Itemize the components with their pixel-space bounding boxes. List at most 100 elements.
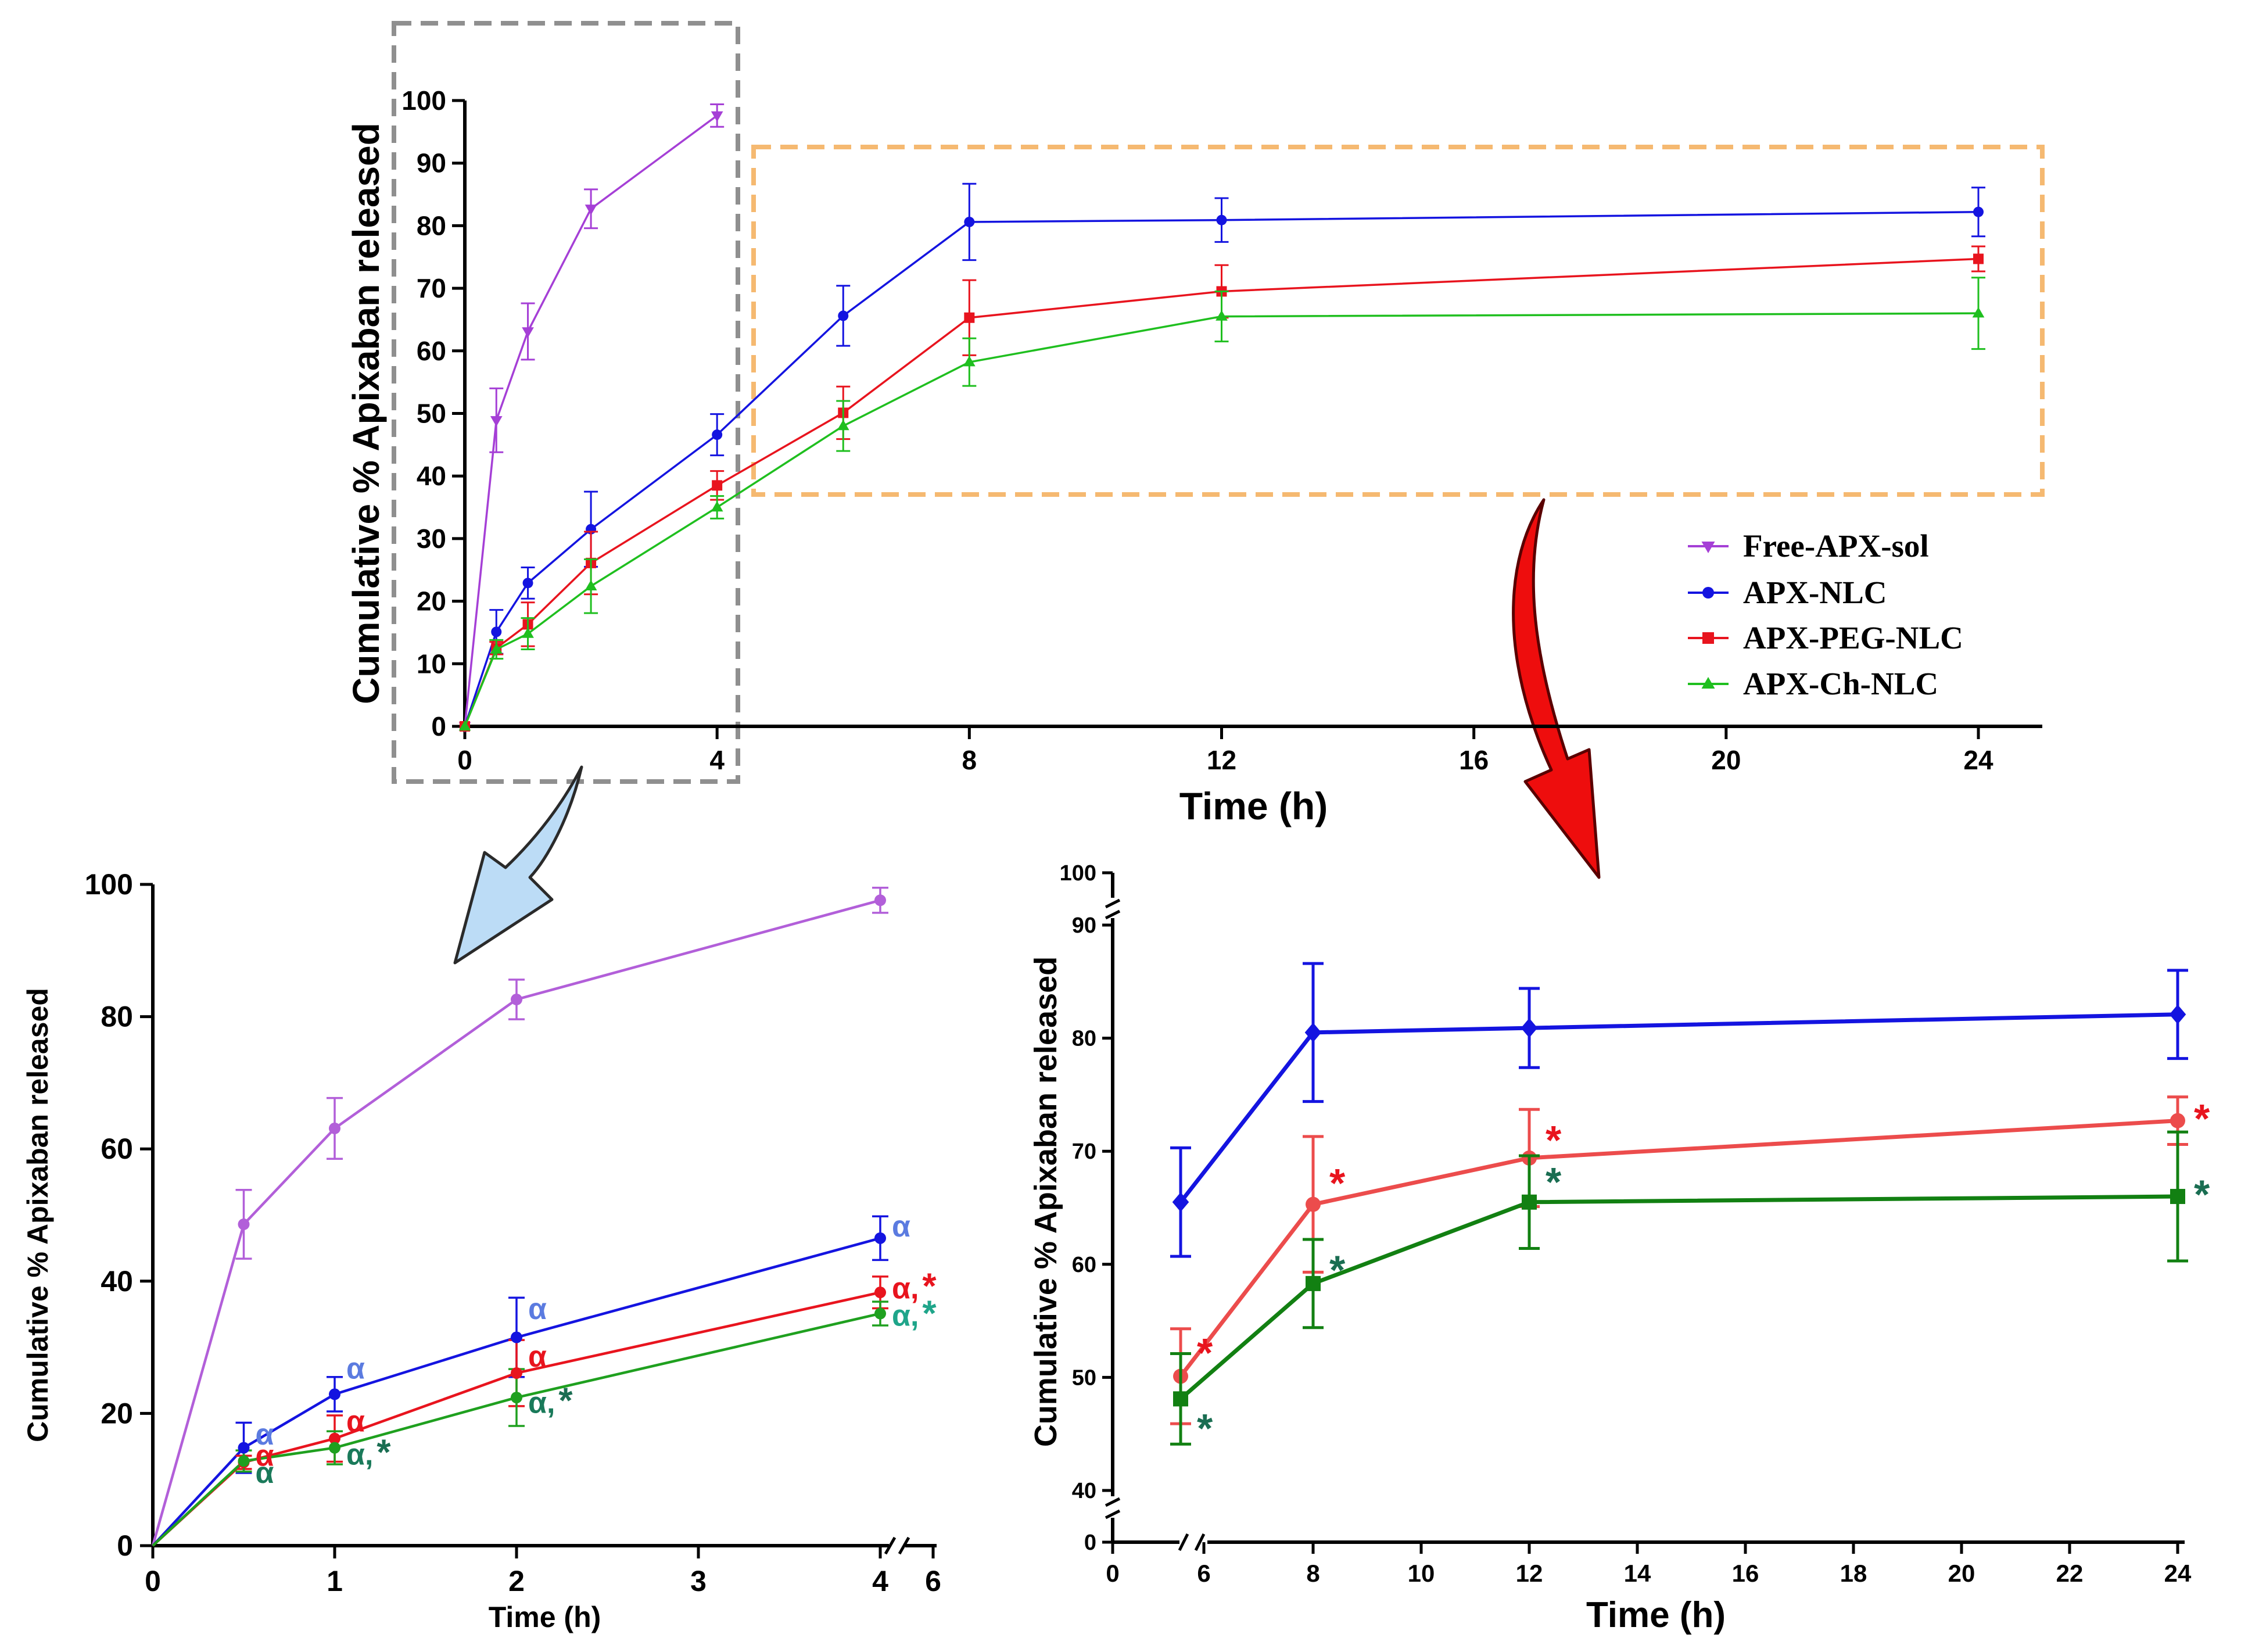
main-apx-peg-nlc-point (712, 480, 723, 491)
zoom-box-late (751, 145, 2045, 497)
main-x-tick-label: 16 (1459, 745, 1489, 775)
right-significance-star: * (1329, 1160, 1346, 1206)
right-apx-ch-nlc-point (1522, 1194, 1537, 1210)
left-apx-nlc-point (511, 1331, 522, 1343)
main-apx-nlc-point (1216, 214, 1227, 225)
right-apx-peg-nlc-point (1306, 1196, 1321, 1212)
main-y-tick-label: 90 (417, 148, 446, 178)
right-x-tick-label: 18 (1840, 1560, 1867, 1587)
main-free-apx-sol-point (711, 111, 723, 122)
left-significance-label: α (256, 1418, 274, 1452)
alpha-mark: α (256, 1456, 274, 1490)
left-apx-peg-nlc-point (511, 1367, 522, 1379)
left-free-apx-sol-point (874, 894, 886, 906)
left-apx-peg-nlc-point (874, 1287, 886, 1299)
main-free-apx-sol-point (585, 205, 597, 216)
left-x-tick-label: 4 (872, 1565, 888, 1597)
right-x-axis-title: Time (h) (1586, 1595, 1726, 1635)
right-apx-ch-nlc-point (2170, 1189, 2185, 1205)
left-x-tick-label: 0 (145, 1565, 161, 1597)
left-significance-label: α,* (346, 1432, 391, 1472)
right-apx-peg-nlc-line (1179, 1119, 2178, 1378)
left-significance-label: α (256, 1439, 274, 1473)
left-apx-peg-nlc-point (329, 1432, 340, 1445)
right-apx-nlc-point (1304, 1022, 1322, 1042)
left-apx-nlc-point (329, 1388, 340, 1400)
right-apx-ch-nlc-point (1173, 1391, 1188, 1407)
right-x-tick-label: 8 (1306, 1560, 1319, 1587)
legend-item-apx-peg-nlc: APX-PEG-NLC (1688, 620, 1963, 655)
left-x-tick-label: 1 (327, 1565, 343, 1597)
legend-swatch-marker (1701, 542, 1715, 553)
left-free-apx-sol-point (238, 1218, 250, 1230)
right-significance-star: * (1546, 1117, 1562, 1163)
right-x-tick-label: 16 (1732, 1560, 1759, 1587)
red-arrow-icon (1512, 498, 1601, 879)
main-apx-ch-nlc-point (1972, 307, 1985, 318)
main-apx-nlc-point (491, 626, 502, 637)
left-x-tick-label: 6 (925, 1565, 941, 1597)
right-significance-star: * (1329, 1248, 1346, 1293)
legend-swatch-marker (1701, 677, 1715, 689)
left-y-axis-title: Cumulative % Apixaban released (21, 988, 54, 1442)
main-x-tick-label: 12 (1207, 745, 1236, 775)
main-y-tick-label: 30 (417, 524, 446, 554)
alpha-mark: α (256, 1439, 274, 1473)
zoom-box-early (392, 21, 740, 784)
right-x-tick-label: 0 (1106, 1560, 1119, 1587)
right-y-axis-break (1105, 909, 1121, 920)
main-chart: 0 10 20 30 40 50 60 70 80 90 100 0 4 8 12 16 20 24 Time (h… (345, 85, 2042, 827)
main-apx-ch-nlc-line (464, 312, 1979, 727)
right-significance-star: * (2194, 1171, 2210, 1217)
alpha-mark: α, (892, 1272, 919, 1306)
star-mark: * (377, 1432, 391, 1472)
left-significance-label: α (256, 1456, 274, 1490)
left-x-axis-title: Time (h) (489, 1601, 601, 1633)
main-apx-ch-nlc-point (585, 579, 597, 590)
right-significance-star: * (1197, 1406, 1213, 1451)
main-y-tick-label: 70 (417, 273, 446, 303)
main-apx-ch-nlc-point (458, 720, 471, 731)
zoom-chart-late: 0 40 50 60 70 80 90 100 0 6 8 10 12 14 16 18 20 22 24 Time … (1028, 861, 2210, 1635)
main-y-tick-label: 40 (417, 461, 446, 491)
star-mark: * (558, 1381, 573, 1421)
legend-item-free-apx-sol: Free-APX-sol (1688, 528, 1929, 564)
right-x-tick-label: 20 (1948, 1560, 1975, 1587)
right-x-axis-break (1194, 1533, 1206, 1551)
left-y-tick-label: 80 (101, 1001, 133, 1033)
legend-swatch-marker (1702, 587, 1714, 599)
left-apx-ch-nlc-point (329, 1442, 340, 1454)
left-x-tick-label: 3 (690, 1565, 707, 1597)
left-significance-label: α,* (892, 1267, 937, 1307)
right-x-tick-label: 24 (2164, 1560, 2192, 1587)
right-x-tick-label: 12 (1516, 1560, 1543, 1587)
right-y-tick-label: 80 (1072, 1027, 1096, 1051)
right-y-axis-title: Cumulative % Apixaban released (1028, 956, 1063, 1447)
alpha-mark: α (528, 1292, 547, 1326)
left-apx-ch-nlc-point (874, 1307, 886, 1320)
right-y-tick-label: 70 (1072, 1139, 1096, 1164)
star-mark: * (922, 1293, 937, 1334)
left-significance-label: α (346, 1352, 365, 1385)
main-x-tick-label: 0 (457, 745, 472, 775)
legend-label: APX-Ch-NLC (1743, 666, 1938, 701)
main-apx-peg-nlc-point (1973, 253, 1984, 264)
main-apx-ch-nlc-point (522, 627, 534, 638)
right-apx-nlc-point (1521, 1018, 1538, 1038)
right-x-tick-label: 10 (1408, 1560, 1435, 1587)
left-y-tick-label: 0 (117, 1529, 133, 1562)
main-x-axis-title: Time (h) (1179, 784, 1328, 827)
right-y-axis-break (1105, 1509, 1121, 1520)
right-x-axis-break (1178, 1533, 1189, 1551)
left-y-tick-label: 20 (101, 1397, 133, 1429)
left-free-apx-sol-point (511, 994, 522, 1006)
right-y-tick-label: 50 (1072, 1366, 1096, 1390)
alpha-mark: α (346, 1352, 365, 1385)
left-apx-ch-nlc-point (238, 1455, 250, 1467)
right-apx-nlc-line (1179, 1012, 2178, 1203)
star-mark: * (922, 1267, 937, 1307)
right-y-tick-label: 100 (1060, 861, 1096, 886)
main-x-tick-label: 4 (709, 745, 725, 775)
left-axis-break (884, 1536, 897, 1555)
right-significance-star: * (1197, 1330, 1213, 1375)
